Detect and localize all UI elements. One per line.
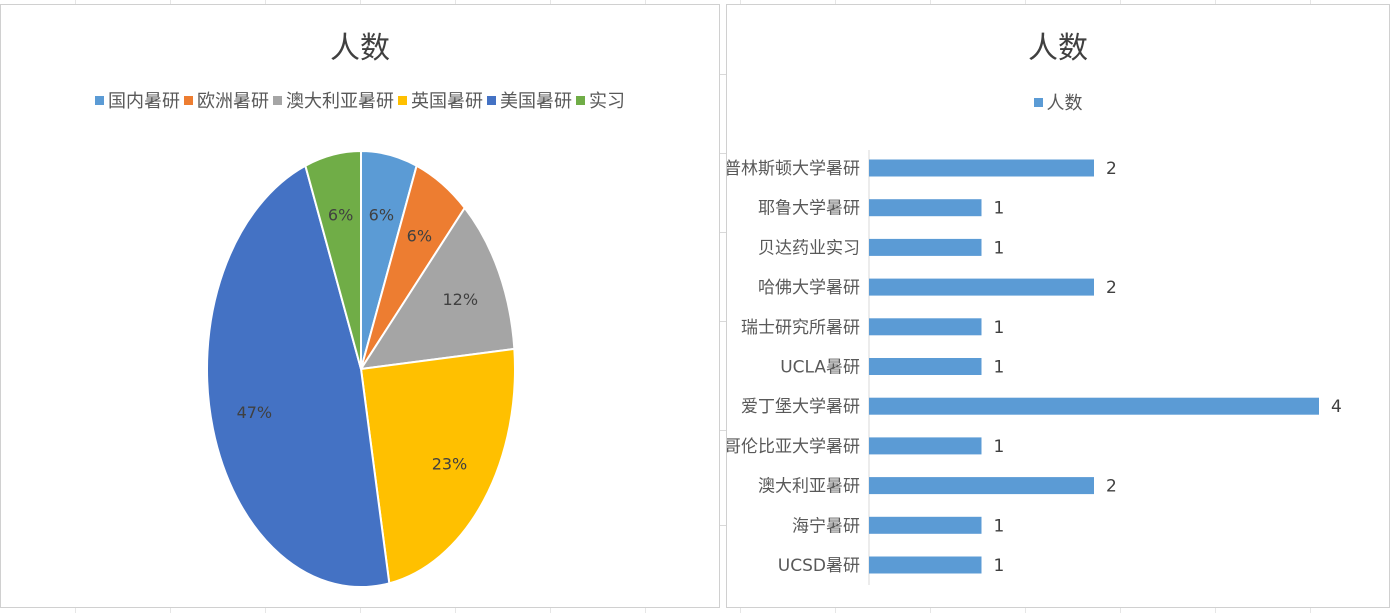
pie-legend-item: 实习 (576, 87, 625, 113)
pie-slice[interactable] (359, 347, 516, 585)
bar[interactable] (869, 318, 982, 336)
pie-slice[interactable] (206, 164, 391, 588)
pie-chart-plot: 6% 6% 12% 23% 47% 6% (206, 149, 516, 588)
bar-data-label: 1 (994, 199, 1005, 219)
bar-legend-swatch (1033, 97, 1043, 107)
bar-category-label: 海宁暑研 (792, 516, 860, 536)
pie-legend-swatch (576, 95, 585, 105)
pie-legend-item: 欧洲暑研 (184, 87, 269, 113)
bar-data-label: 2 (1106, 477, 1117, 497)
bar-data-label: 1 (994, 516, 1005, 536)
bar-category-label: 耶鲁大学暑研 (758, 199, 860, 219)
pie-legend-swatch (273, 95, 282, 105)
bar-category-label: UCLA暑研 (780, 358, 860, 378)
pie-legend-label: 国内暑研 (108, 91, 180, 112)
sheet-gridline (720, 232, 726, 233)
bar-chart-plot: 普林斯顿大学暑研 2 耶鲁大学暑研 1 贝达药业实习 1 哈佛大学暑研 2 瑞士研究所暑研 1 UC… (727, 150, 1342, 585)
pie-legend-item: 国内暑研 (95, 87, 180, 113)
bar[interactable] (869, 477, 1094, 495)
bar-data-label: 2 (1106, 278, 1117, 298)
bar-data-label: 1 (994, 358, 1005, 378)
bar-category-label: 瑞士研究所暑研 (741, 318, 860, 338)
pie-data-label: 47% (237, 403, 273, 422)
bar[interactable] (869, 358, 982, 375)
pie-chart-panel[interactable]: 人数 国内暑研 欧洲暑研 澳大利亚暑研 英国暑研 美国暑研 实习 6% 6% 12% 23% 47… (0, 4, 720, 608)
bar-data-label: 2 (1106, 159, 1117, 179)
sheet-gridline (720, 153, 726, 154)
bar-category-label: 贝达药业实习 (758, 238, 860, 258)
sheet-gridline (720, 430, 726, 431)
sheet-gridline (720, 74, 726, 75)
pie-chart-legend: 国内暑研 欧洲暑研 澳大利亚暑研 英国暑研 美国暑研 实习 (1, 87, 719, 113)
sheet-gridline (720, 525, 726, 526)
pie-legend-label: 欧洲暑研 (197, 91, 269, 112)
pie-slice[interactable] (358, 206, 516, 371)
bar-category-label: 哥伦比亚大学暑研 (727, 437, 860, 457)
bar-data-label: 1 (994, 556, 1005, 576)
bar-chart-legend: 人数 (727, 89, 1389, 115)
pie-data-label: 6% (328, 206, 353, 225)
pie-legend-swatch (184, 95, 193, 105)
bar-data-label: 1 (994, 238, 1005, 258)
pie-legend-label: 英国暑研 (411, 91, 483, 112)
bar[interactable] (869, 397, 1319, 415)
bar[interactable] (869, 278, 1094, 296)
bar-chart-panel[interactable]: 人数 人数 普林斯顿大学暑研 2 耶鲁大学暑研 1 贝达药业实习 1 哈佛大学暑研 2 瑞士研究… (726, 4, 1390, 608)
bar[interactable] (869, 516, 982, 534)
bar-data-label: 4 (1331, 397, 1342, 417)
bar-category-label: 普林斯顿大学暑研 (727, 159, 860, 179)
bar[interactable] (869, 159, 1094, 177)
bar-chart-title: 人数 (1028, 31, 1088, 66)
pie-legend-swatch (487, 95, 496, 105)
pie-legend-swatch (95, 95, 104, 105)
pie-chart-title: 人数 (330, 31, 390, 66)
bar[interactable] (869, 556, 982, 574)
pie-data-label: 12% (442, 290, 478, 309)
bar-category-label: 澳大利亚暑研 (758, 477, 860, 497)
bar[interactable] (869, 437, 982, 455)
bar-data-label: 1 (994, 437, 1005, 457)
bar-legend-item: 人数 (1033, 89, 1083, 115)
bar-data-label: 1 (994, 318, 1005, 338)
pie-data-label: 6% (407, 227, 432, 246)
pie-legend-item: 澳大利亚暑研 (273, 87, 394, 113)
sheet-gridline (720, 321, 726, 322)
bar-category-label: 哈佛大学暑研 (758, 278, 860, 298)
bar-category-label: 爱丁堡大学暑研 (741, 397, 860, 417)
pie-legend-swatch (398, 95, 407, 105)
bar[interactable] (869, 199, 982, 217)
pie-legend-label: 澳大利亚暑研 (286, 91, 394, 112)
pie-legend-item: 英国暑研 (398, 87, 483, 113)
pie-data-label: 23% (432, 455, 468, 474)
bar-legend-label: 人数 (1046, 93, 1083, 114)
bar[interactable] (869, 238, 982, 256)
pie-legend-label: 美国暑研 (500, 91, 572, 112)
pie-slice[interactable] (304, 149, 362, 370)
pie-data-label: 6% (369, 206, 394, 225)
bar-category-label: UCSD暑研 (778, 556, 860, 576)
pie-legend-label: 实习 (589, 91, 625, 112)
pie-legend-item: 美国暑研 (487, 87, 572, 113)
